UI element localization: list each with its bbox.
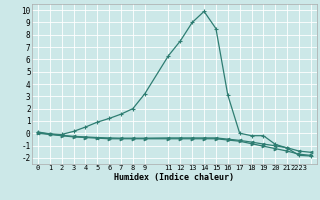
X-axis label: Humidex (Indice chaleur): Humidex (Indice chaleur) bbox=[115, 173, 234, 182]
